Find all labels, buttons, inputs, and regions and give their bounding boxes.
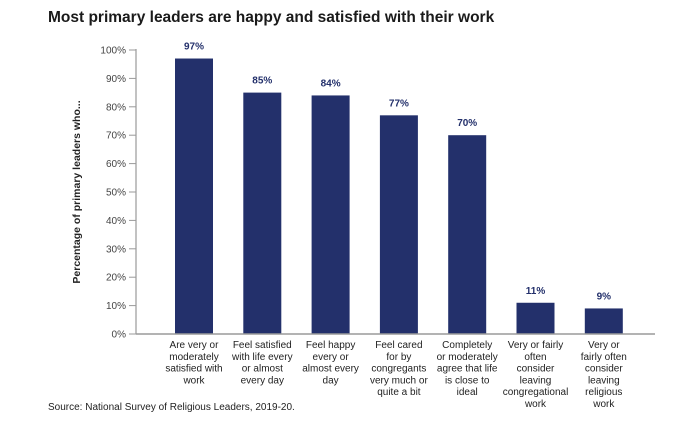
x-tick-label-line: ideal bbox=[457, 387, 478, 398]
x-tick-label: Very or fairly often consider leaving congre… bbox=[503, 340, 569, 410]
data-label: 85% bbox=[252, 76, 272, 87]
data-label: 84% bbox=[321, 78, 341, 89]
x-tick-label-line: Very or bbox=[588, 340, 620, 351]
bar bbox=[516, 302, 555, 334]
x-tick-label-line: consider bbox=[517, 364, 555, 375]
x-tick-label-line: fairly often bbox=[581, 352, 627, 363]
x-tick-label-line: congregational bbox=[503, 387, 569, 398]
x-tick-label-line: moderately bbox=[169, 352, 218, 363]
x-axis: Are very or moderately satisfied with workF… bbox=[136, 333, 655, 410]
x-tick-label-line: quite a bit bbox=[377, 387, 421, 398]
x-tick-label: Feel happy every or almost every day bbox=[302, 340, 359, 386]
x-tick-label: Feel cared for by congregants very much or q… bbox=[370, 340, 428, 398]
x-tick-label-line: Feel satisfied bbox=[233, 340, 292, 351]
y-tick-label: 90% bbox=[106, 74, 126, 85]
x-tick-label-line: work bbox=[592, 399, 615, 410]
x-tick-label-line: agree that life bbox=[437, 364, 498, 375]
bars-group: 97% 85% 84% 77% 70% 11% 9% bbox=[175, 42, 623, 335]
x-tick-label-line: satisfied with bbox=[165, 364, 222, 375]
y-tick-label: 20% bbox=[106, 273, 126, 284]
bar bbox=[379, 115, 418, 334]
x-tick-label-line: work bbox=[182, 375, 205, 386]
x-tick-label-line: with life every bbox=[231, 352, 293, 363]
x-tick-label: Very or fairly often consider leaving religi… bbox=[581, 340, 627, 410]
x-tick-label-line: very much or bbox=[370, 375, 428, 386]
x-tick-label-line: or moderately bbox=[437, 352, 498, 363]
x-tick-label-line: work bbox=[524, 399, 547, 410]
x-tick-label-line: religious bbox=[585, 387, 622, 398]
x-tick-label-line: is close to bbox=[445, 375, 490, 386]
data-label: 9% bbox=[597, 291, 612, 302]
y-tick-label: 60% bbox=[106, 159, 126, 170]
bar bbox=[311, 95, 350, 334]
source-note: Source: National Survey of Religious Lea… bbox=[48, 402, 295, 413]
x-tick-label-line: leaving bbox=[520, 375, 552, 386]
x-tick-label: Completely or moderately agree that life is… bbox=[437, 340, 498, 398]
bar bbox=[584, 308, 623, 334]
x-tick-label-line: every or bbox=[313, 352, 350, 363]
data-label: 77% bbox=[389, 98, 409, 109]
bar bbox=[243, 92, 282, 334]
y-tick-label: 30% bbox=[106, 244, 126, 255]
x-tick-label-line: consider bbox=[585, 364, 623, 375]
data-label: 97% bbox=[184, 42, 204, 53]
x-tick-label-line: Completely bbox=[442, 340, 492, 351]
x-tick-label-line: for by bbox=[386, 352, 411, 363]
y-tick-label: 40% bbox=[106, 216, 126, 227]
data-label: 70% bbox=[457, 118, 477, 129]
x-tick-label: Feel satisfied with life every or almost ev… bbox=[231, 340, 293, 386]
x-tick-label-line: every day bbox=[241, 375, 284, 386]
y-tick-label: 50% bbox=[106, 188, 126, 199]
y-tick-label: 80% bbox=[106, 102, 126, 113]
bar bbox=[175, 58, 213, 335]
y-axis: 0% 10% 20% 30% 40% 50% 60% 70% 80% 90% 100% bbox=[100, 46, 137, 341]
x-tick-label-line: day bbox=[323, 375, 339, 386]
x-tick-label-line: Are very or bbox=[170, 340, 220, 351]
data-label: 11% bbox=[526, 286, 546, 297]
y-tick-label: 100% bbox=[100, 46, 126, 57]
x-tick-label-line: Very or fairly bbox=[508, 340, 564, 351]
x-tick-label-line: congregants bbox=[371, 364, 426, 375]
x-tick-label: Are very or moderately satisfied with work bbox=[165, 340, 222, 386]
x-tick-label-line: often bbox=[524, 352, 546, 363]
y-axis-label: Percentage of primary leaders who... bbox=[71, 100, 83, 283]
y-tick-label: 0% bbox=[112, 330, 127, 341]
bar bbox=[448, 135, 487, 334]
chart-title: Most primary leaders are happy and satis… bbox=[48, 9, 495, 26]
x-tick-label-line: or almost bbox=[242, 364, 283, 375]
y-tick-label: 70% bbox=[106, 131, 126, 142]
x-tick-label-line: Feel happy bbox=[306, 340, 355, 351]
y-tick-label: 10% bbox=[106, 301, 126, 312]
x-tick-label-line: Feel cared bbox=[375, 340, 422, 351]
x-tick-label-line: leaving bbox=[588, 375, 620, 386]
x-tick-label-line: almost every bbox=[302, 364, 359, 375]
